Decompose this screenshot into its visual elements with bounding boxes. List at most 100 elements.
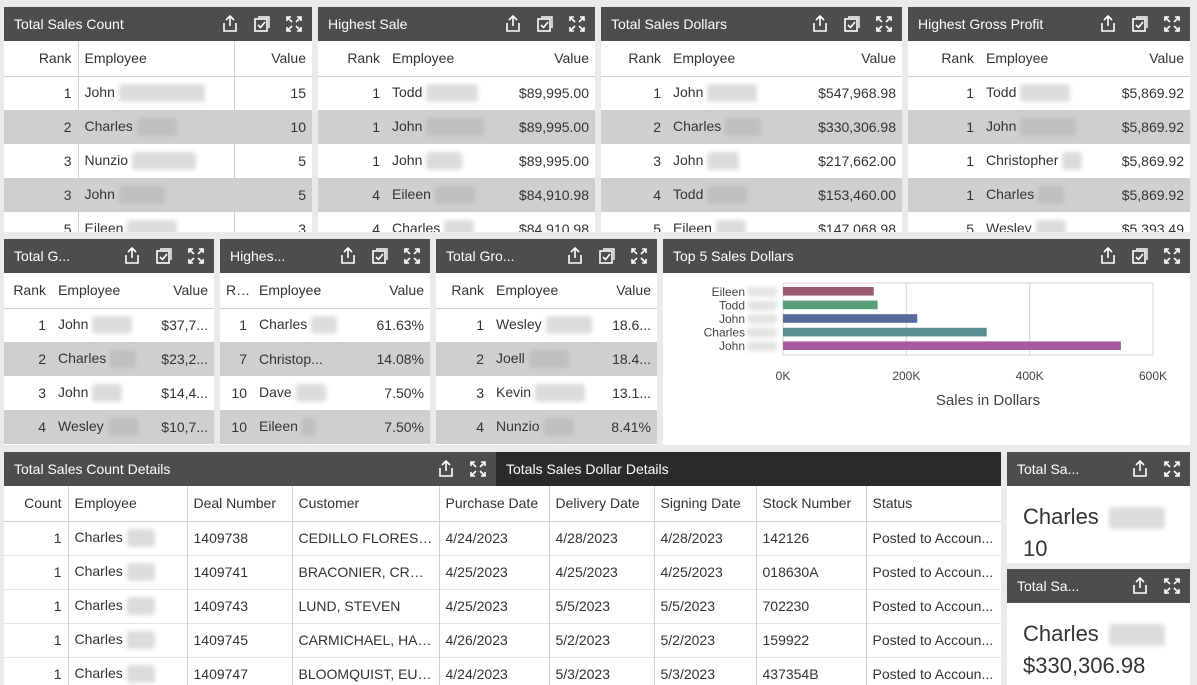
col-employee[interactable]: Employee bbox=[52, 273, 148, 309]
table-row[interactable]: 2 Charles $23,2... bbox=[4, 342, 214, 376]
table-row[interactable]: 5 Eileen 3 bbox=[4, 212, 312, 232]
col-rank[interactable]: Rank bbox=[4, 41, 78, 77]
export-icon[interactable] bbox=[503, 14, 523, 34]
table-row[interactable]: 1 Charles 1409741 BRACONIER, CRAIG 4/25/2023… bbox=[4, 555, 1001, 589]
export-icon[interactable] bbox=[220, 14, 240, 34]
col-delivery-date[interactable]: Delivery Date bbox=[548, 486, 654, 522]
select-icon[interactable] bbox=[154, 246, 174, 266]
table-row[interactable]: 1 John $89,995.00 bbox=[318, 110, 595, 144]
expand-icon[interactable] bbox=[402, 246, 422, 266]
export-icon[interactable] bbox=[1098, 14, 1118, 34]
table-row[interactable]: 1 Christopher $5,869.92 bbox=[966, 151, 1184, 171]
expand-icon[interactable] bbox=[186, 246, 206, 266]
col-employee[interactable]: Employee bbox=[667, 41, 789, 77]
expand-icon[interactable] bbox=[1162, 14, 1182, 34]
table-row[interactable]: 1 John $37,7... bbox=[38, 316, 208, 335]
table-row[interactable]: 10 Eileen 7.50% bbox=[220, 410, 430, 444]
category-label: John bbox=[719, 339, 745, 353]
table-row[interactable]: 5 Eileen $147,068.98 bbox=[601, 212, 902, 232]
col-employee[interactable]: Employee bbox=[980, 41, 1104, 77]
col-deal-number[interactable]: Deal Number bbox=[186, 486, 292, 522]
category-label: Charles bbox=[704, 326, 745, 340]
col-employee[interactable]: Employee bbox=[490, 273, 600, 309]
col-rank[interactable]: Rank bbox=[4, 273, 52, 309]
select-icon[interactable] bbox=[597, 246, 617, 266]
col-purchase-date[interactable]: Purchase Date bbox=[438, 486, 549, 522]
table-row[interactable]: 4 Wesley $10,7... bbox=[4, 410, 214, 444]
table-row[interactable]: 10 Dave 7.50% bbox=[231, 383, 424, 403]
table-row[interactable]: 2 Charles 10 bbox=[4, 110, 312, 144]
table-row[interactable]: 2 Joell 18.4... bbox=[436, 342, 657, 376]
table-row[interactable]: 3 John $14,4... bbox=[38, 383, 208, 403]
col-rank[interactable]: Rank bbox=[601, 41, 667, 77]
table-row[interactable]: 5 Wesley $5,393.49 bbox=[908, 212, 1190, 232]
col-rank[interactable]: Rank bbox=[908, 41, 980, 77]
col-status[interactable]: Status bbox=[865, 486, 1001, 522]
col-employee[interactable]: Employee bbox=[386, 41, 498, 77]
table-row[interactable]: 7 Christop... 14.08% bbox=[220, 342, 430, 376]
table-row[interactable]: 4 Charles $84,910.98 bbox=[318, 212, 595, 232]
col-value[interactable]: Value bbox=[600, 273, 657, 309]
export-icon[interactable] bbox=[810, 14, 830, 34]
table-row[interactable]: 1 Charles 1409738 CEDILLO FLORES, E... 4/24/… bbox=[4, 521, 1001, 555]
expand-icon[interactable] bbox=[1162, 459, 1182, 479]
table-row[interactable]: 1 Charles $5,869.92 bbox=[908, 178, 1190, 212]
col-value[interactable]: Value bbox=[498, 41, 595, 77]
expand-icon[interactable] bbox=[1162, 576, 1182, 596]
expand-icon[interactable] bbox=[567, 14, 587, 34]
export-icon[interactable] bbox=[338, 246, 358, 266]
expand-icon[interactable] bbox=[468, 459, 488, 479]
col-count[interactable]: Count bbox=[4, 486, 68, 522]
table-row[interactable]: 1 John $5,869.92 bbox=[908, 110, 1190, 144]
table-row[interactable]: 1 John $89,995.00 bbox=[372, 151, 589, 171]
col-stock-number[interactable]: Stock Number bbox=[755, 486, 866, 522]
table-row[interactable]: 1 Charles 1409747 BLOOMQUIST, EUG... 4/24/20… bbox=[4, 657, 1001, 685]
table-row[interactable]: 1 Todd $89,995.00 bbox=[372, 84, 589, 103]
table-row[interactable]: 3 John $217,662.00 bbox=[653, 151, 896, 171]
table-row[interactable]: 3 Nunzio 5 bbox=[4, 144, 312, 178]
col-value[interactable]: Value bbox=[789, 41, 902, 77]
select-icon[interactable] bbox=[1130, 246, 1150, 266]
col-rank[interactable]: R... bbox=[220, 273, 253, 309]
table-row[interactable]: 1 John 15 bbox=[4, 76, 312, 110]
table-row[interactable]: 4 Todd $153,460.00 bbox=[601, 178, 902, 212]
table-row[interactable]: 1 Wesley 18.6... bbox=[476, 316, 651, 335]
table-row[interactable]: 1 Todd $5,869.92 bbox=[966, 84, 1184, 103]
col-value[interactable]: Value bbox=[1104, 41, 1190, 77]
expand-icon[interactable] bbox=[1162, 246, 1182, 266]
table-row[interactable]: 3 John 5 bbox=[4, 178, 312, 212]
table-row[interactable]: 2 Charles $330,306.98 bbox=[601, 110, 902, 144]
export-icon[interactable] bbox=[565, 246, 585, 266]
table-row[interactable]: 4 Nunzio 8.41% bbox=[436, 410, 657, 444]
select-icon[interactable] bbox=[842, 14, 862, 34]
table-row[interactable]: 1 Charles 1409745 CARMICHAEL, HAR... 4/26/20… bbox=[4, 623, 1001, 657]
col-employee[interactable]: Employee bbox=[253, 273, 355, 309]
select-icon[interactable] bbox=[535, 14, 555, 34]
expand-icon[interactable] bbox=[874, 14, 894, 34]
col-rank[interactable]: Rank bbox=[436, 273, 490, 309]
table-row[interactable]: 3 Kevin 13.1... bbox=[476, 383, 651, 403]
select-icon[interactable] bbox=[370, 246, 390, 266]
export-icon[interactable] bbox=[436, 459, 456, 479]
col-employee[interactable]: Employee bbox=[77, 41, 234, 77]
export-icon[interactable] bbox=[1098, 246, 1118, 266]
col-customer[interactable]: Customer bbox=[291, 486, 439, 522]
select-icon[interactable] bbox=[252, 14, 272, 34]
table-row[interactable]: 1 John $547,968.98 bbox=[653, 84, 896, 103]
export-icon[interactable] bbox=[1130, 576, 1150, 596]
col-value[interactable]: Value bbox=[233, 41, 312, 77]
table-row[interactable]: 1 Charles 61.63% bbox=[239, 316, 424, 335]
table-row[interactable]: 1 Charles 1409743 LUND, STEVEN 4/25/2023 5/5/… bbox=[4, 589, 1001, 623]
col-employee[interactable]: Employee bbox=[67, 486, 187, 522]
col-value[interactable]: Value bbox=[355, 273, 430, 309]
select-icon[interactable] bbox=[1130, 14, 1150, 34]
expand-icon[interactable] bbox=[284, 14, 304, 34]
export-icon[interactable] bbox=[122, 246, 142, 266]
panel-header-totals-sales-dollar-details[interactable]: Totals Sales Dollar Details bbox=[496, 452, 1001, 486]
export-icon[interactable] bbox=[1130, 459, 1150, 479]
table-row[interactable]: 4 Eileen $84,910.98 bbox=[318, 178, 595, 212]
expand-icon[interactable] bbox=[629, 246, 649, 266]
col-signing-date[interactable]: Signing Date bbox=[653, 486, 756, 522]
col-value[interactable]: Value bbox=[148, 273, 214, 309]
col-rank[interactable]: Rank bbox=[318, 41, 386, 77]
